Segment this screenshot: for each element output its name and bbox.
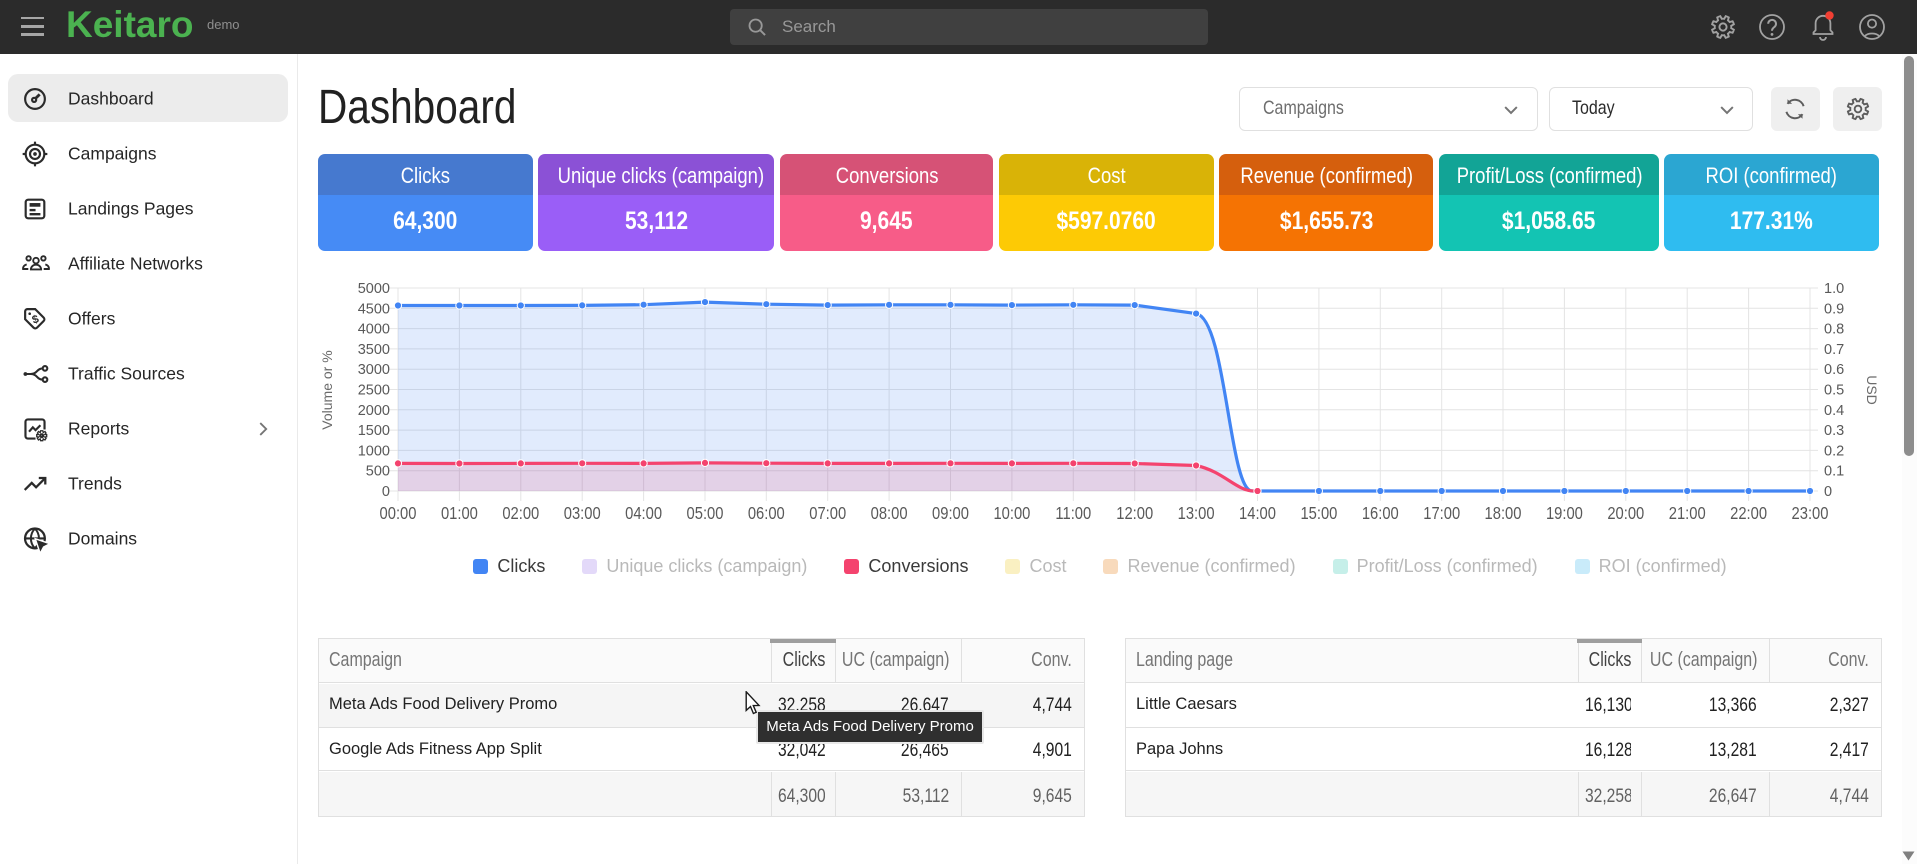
svg-text:4500: 4500 [358, 301, 390, 317]
svg-text:01:00: 01:00 [441, 504, 478, 524]
svg-text:3000: 3000 [358, 362, 390, 378]
svg-text:5000: 5000 [358, 281, 390, 297]
svg-text:03:00: 03:00 [564, 504, 601, 524]
svg-text:18:00: 18:00 [1485, 504, 1522, 524]
svg-text:$: $ [31, 313, 41, 327]
svg-text:Volume or %: Volume or % [319, 350, 335, 429]
svg-text:4000: 4000 [358, 322, 390, 338]
svg-text:2000: 2000 [358, 403, 390, 419]
svg-text:1500: 1500 [358, 423, 390, 439]
svg-text:0.4: 0.4 [1824, 403, 1844, 419]
svg-text:14:00: 14:00 [1239, 504, 1276, 524]
svg-text:06:00: 06:00 [748, 504, 785, 524]
svg-text:08:00: 08:00 [871, 504, 908, 524]
svg-text:23:00: 23:00 [1792, 504, 1829, 524]
svg-text:0.8: 0.8 [1824, 322, 1844, 338]
svg-text:19:00: 19:00 [1546, 504, 1583, 524]
svg-text:500: 500 [366, 464, 390, 480]
svg-text:USD: USD [1864, 375, 1880, 405]
svg-text:04:00: 04:00 [625, 504, 662, 524]
svg-text:12:00: 12:00 [1116, 504, 1153, 524]
svg-text:09:00: 09:00 [932, 504, 969, 524]
svg-text:3500: 3500 [358, 342, 390, 358]
svg-text:15:00: 15:00 [1300, 504, 1337, 524]
svg-text:05:00: 05:00 [687, 504, 724, 524]
svg-text:1.0: 1.0 [1824, 281, 1844, 297]
svg-text:11:00: 11:00 [1055, 504, 1091, 524]
svg-text:0: 0 [1824, 484, 1832, 500]
svg-text:0.3: 0.3 [1824, 423, 1844, 439]
svg-text:1000: 1000 [358, 443, 390, 459]
svg-text:0.2: 0.2 [1824, 443, 1844, 459]
svg-text:21:00: 21:00 [1669, 504, 1706, 524]
svg-text:0: 0 [382, 484, 390, 500]
svg-text:00:00: 00:00 [380, 504, 417, 524]
svg-text:0.1: 0.1 [1824, 464, 1844, 480]
svg-text:10:00: 10:00 [993, 504, 1030, 524]
svg-text:17:00: 17:00 [1423, 504, 1460, 524]
svg-text:0.7: 0.7 [1824, 342, 1844, 358]
svg-text:16:00: 16:00 [1362, 504, 1399, 524]
svg-text:07:00: 07:00 [809, 504, 846, 524]
svg-text:02:00: 02:00 [502, 504, 539, 524]
svg-text:20:00: 20:00 [1607, 504, 1644, 524]
svg-text:2500: 2500 [358, 383, 390, 399]
svg-text:0.6: 0.6 [1824, 362, 1844, 378]
svg-text:22:00: 22:00 [1730, 504, 1767, 524]
svg-text:0.9: 0.9 [1824, 301, 1844, 317]
svg-text:0.5: 0.5 [1824, 383, 1844, 399]
svg-text:13:00: 13:00 [1178, 504, 1215, 524]
